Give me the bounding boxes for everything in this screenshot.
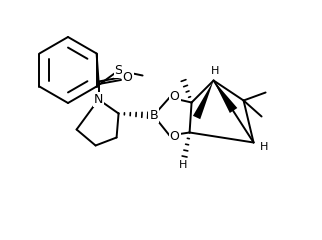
Text: O: O [123, 71, 133, 84]
Polygon shape [193, 80, 213, 119]
Text: H: H [260, 143, 268, 152]
Text: O: O [170, 130, 180, 143]
Text: B: B [149, 109, 158, 122]
Polygon shape [213, 80, 237, 113]
Text: O: O [170, 90, 180, 103]
Text: S: S [115, 64, 123, 77]
Text: H: H [178, 161, 187, 170]
Text: N: N [94, 93, 103, 106]
Text: H: H [210, 66, 219, 77]
